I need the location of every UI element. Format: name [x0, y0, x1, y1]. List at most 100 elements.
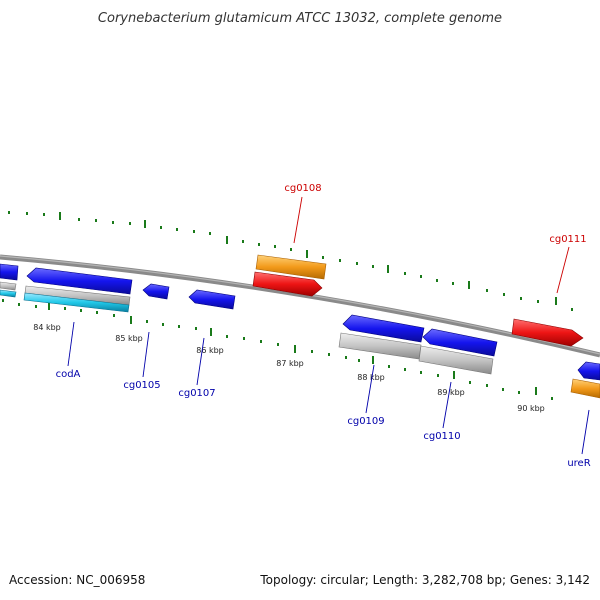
- cg0111-leader-line: [556, 246, 570, 294]
- codA-leader-line: [67, 321, 75, 367]
- tick-minor: [195, 327, 197, 330]
- tick-minor: [160, 226, 162, 229]
- tick-minor: [537, 300, 539, 303]
- left-edge-cyan-feature[interactable]: [0, 289, 17, 298]
- tick-major: [144, 220, 146, 228]
- tick-minor: [469, 381, 471, 384]
- tick-minor: [502, 388, 504, 391]
- tick-minor: [518, 391, 520, 394]
- gene-label-cg0111[interactable]: cg0111: [549, 234, 586, 245]
- tick-major: [468, 281, 470, 289]
- tick-minor: [242, 240, 244, 243]
- cg0110-feature[interactable]: [422, 328, 498, 357]
- cg0110-feature-grey[interactable]: [418, 345, 494, 375]
- tick-major: [48, 302, 50, 310]
- tick-minor: [290, 248, 292, 251]
- tick-major: [372, 356, 374, 364]
- tick-minor: [258, 243, 260, 246]
- ureR-feature[interactable]: [577, 361, 600, 381]
- tick-major: [130, 316, 132, 324]
- tick-minor: [43, 213, 45, 216]
- tick-minor: [112, 221, 114, 224]
- tick-minor: [18, 303, 20, 306]
- tick-minor: [388, 365, 390, 368]
- tick-major: [294, 345, 296, 353]
- tick-minor: [96, 311, 98, 314]
- tick-minor: [356, 262, 358, 265]
- tick-minor: [260, 340, 262, 343]
- tick-minor: [420, 275, 422, 278]
- tick-minor: [358, 359, 360, 362]
- tick-minor: [420, 371, 422, 374]
- tick-minor: [243, 337, 245, 340]
- tick-label-86kbp: 86 kbp: [196, 346, 224, 355]
- tick-major: [226, 236, 228, 244]
- gene-label-ureR[interactable]: ureR: [567, 458, 590, 469]
- tick-minor: [162, 323, 164, 326]
- tick-minor: [277, 343, 279, 346]
- cg0109-feature[interactable]: [342, 314, 425, 343]
- tick-minor: [503, 293, 505, 296]
- left-edge-blue-feature[interactable]: [0, 263, 19, 281]
- left-edge-grey-feature[interactable]: [0, 281, 17, 291]
- tick-major: [535, 387, 537, 395]
- tick-minor: [80, 309, 82, 312]
- tick-minor: [78, 218, 80, 221]
- tick-label-85kbp: 85 kbp: [115, 334, 143, 343]
- tick-minor: [520, 297, 522, 300]
- accession-text: Accession: NC_006958: [9, 573, 146, 587]
- tick-major: [306, 250, 308, 258]
- cg0107-feature[interactable]: [188, 289, 236, 310]
- codA-feature-cyan[interactable]: [23, 292, 130, 313]
- cg0107-leader-line: [196, 337, 205, 386]
- tick-label-89kbp: 89 kbp: [437, 388, 465, 397]
- tick-minor: [113, 314, 115, 317]
- tick-major: [453, 371, 455, 379]
- gene-label-codA[interactable]: codA: [56, 369, 81, 380]
- gene-label-cg0108[interactable]: cg0108: [284, 183, 321, 194]
- cg0111-feature-red[interactable]: [511, 318, 584, 347]
- ureR-leader-line: [581, 409, 590, 455]
- tick-minor: [274, 245, 276, 248]
- tick-label-90kbp: 90 kbp: [517, 404, 545, 413]
- ureR-feature-orange[interactable]: [570, 378, 600, 399]
- cg0109-leader-line: [365, 364, 375, 414]
- tick-minor: [436, 279, 438, 282]
- cg0108-feature-red[interactable]: [252, 271, 323, 297]
- tick-major: [59, 212, 61, 220]
- tick-minor: [404, 368, 406, 371]
- gene-label-cg0110[interactable]: cg0110: [423, 431, 460, 442]
- gene-label-cg0109[interactable]: cg0109: [347, 416, 384, 427]
- tick-minor: [95, 219, 97, 222]
- tick-minor: [404, 272, 406, 275]
- tick-minor: [226, 335, 228, 338]
- tick-label-84kbp: 84 kbp: [33, 323, 61, 332]
- tick-minor: [345, 356, 347, 359]
- cg0110-leader-line: [442, 381, 452, 429]
- tick-minor: [551, 397, 553, 400]
- tick-minor: [452, 282, 454, 285]
- tick-label-88kbp: 88 kbp: [357, 373, 385, 382]
- tick-minor: [322, 256, 324, 259]
- cg0105-feature[interactable]: [142, 283, 170, 300]
- cg0108-feature-orange[interactable]: [255, 254, 327, 280]
- tick-minor: [437, 374, 439, 377]
- tick-major: [210, 328, 212, 336]
- gene-label-cg0107[interactable]: cg0107: [178, 388, 215, 399]
- tick-minor: [372, 265, 374, 268]
- tick-major: [387, 265, 389, 273]
- tick-minor: [35, 305, 37, 308]
- cg0108-leader-line: [293, 196, 303, 244]
- tick-minor: [209, 232, 211, 235]
- tick-minor: [328, 353, 330, 356]
- tick-minor: [486, 289, 488, 292]
- gene-label-cg0105[interactable]: cg0105: [123, 380, 160, 391]
- tick-minor: [311, 350, 313, 353]
- tick-minor: [486, 384, 488, 387]
- tick-label-87kbp: 87 kbp: [276, 359, 304, 368]
- codA-feature[interactable]: [26, 267, 133, 295]
- tick-minor: [64, 307, 66, 310]
- tick-minor: [571, 308, 573, 311]
- inner-tick-track: [2, 299, 553, 400]
